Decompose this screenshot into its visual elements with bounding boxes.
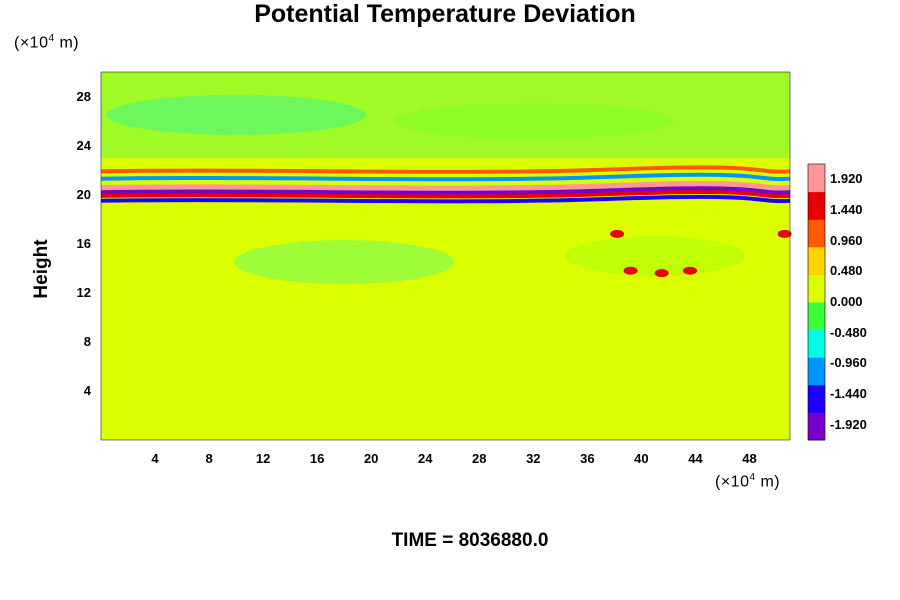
x-tick-label: 8 bbox=[205, 451, 213, 466]
x-tick-label: 40 bbox=[634, 451, 649, 466]
x-tick-label: 32 bbox=[526, 451, 541, 466]
y-unit-exponent: 4 bbox=[48, 33, 55, 44]
y-tick-label: 12 bbox=[76, 284, 91, 300]
warm-spot bbox=[683, 266, 698, 275]
warm-spot bbox=[610, 229, 625, 238]
warm-spot bbox=[623, 266, 638, 275]
colorbar-label: -1.920 bbox=[830, 416, 867, 432]
y-axis-unit: (×104 m) bbox=[14, 33, 79, 52]
mid-eddy bbox=[234, 240, 455, 285]
colorbar-segment bbox=[808, 274, 825, 303]
colorbar-segment bbox=[808, 329, 825, 358]
colorbar-segment bbox=[808, 164, 825, 193]
colorbar-label: 0.480 bbox=[830, 263, 863, 279]
x-tick-label: 36 bbox=[580, 451, 595, 466]
x-tick-label: 28 bbox=[472, 451, 487, 466]
time-annotation: TIME = 8036880.0 bbox=[391, 530, 549, 551]
colorbar-segment bbox=[808, 191, 825, 220]
colorbar-label: -0.480 bbox=[830, 324, 867, 340]
warm-spot bbox=[777, 229, 792, 238]
upper-eddy bbox=[106, 94, 367, 135]
colorbar-segment bbox=[808, 357, 825, 386]
colorbar-segment bbox=[808, 412, 825, 441]
colorbar-segment bbox=[808, 302, 825, 331]
band-line bbox=[100, 189, 791, 199]
mid-eddy bbox=[564, 236, 745, 276]
colorbar-label: 1.920 bbox=[830, 171, 863, 187]
x-tick-label: 48 bbox=[742, 451, 757, 466]
x-tick-label: 20 bbox=[363, 451, 379, 466]
upper-eddy bbox=[393, 103, 674, 140]
x-unit-exponent: 4 bbox=[749, 472, 756, 483]
colorbar-label: 0.000 bbox=[830, 294, 863, 309]
colorbar-segment bbox=[808, 384, 825, 413]
chart-title: Potential Temperature Deviation bbox=[254, 0, 636, 28]
x-unit-suffix: m) bbox=[755, 473, 781, 491]
band-line bbox=[100, 181, 791, 193]
y-tick-label: 24 bbox=[76, 137, 91, 153]
y-tick-label: 16 bbox=[76, 235, 91, 251]
x-axis-unit: (×104 m) bbox=[715, 472, 780, 491]
x-tick-label: 12 bbox=[255, 451, 271, 466]
colorbar-frame bbox=[807, 163, 826, 441]
band-line bbox=[100, 172, 791, 182]
band-line bbox=[100, 186, 791, 195]
y-tick-label: 20 bbox=[76, 186, 91, 202]
warm-spot bbox=[654, 269, 669, 278]
band-line bbox=[100, 194, 791, 204]
y-tick-label: 28 bbox=[76, 88, 91, 104]
y-unit-suffix: m) bbox=[54, 34, 80, 52]
colorbar-label: 1.440 bbox=[830, 202, 863, 217]
colorbar-label: -1.440 bbox=[830, 386, 867, 401]
plot-frame bbox=[100, 71, 791, 441]
colorbar-segment bbox=[808, 246, 825, 275]
y-unit-prefix: (×10 bbox=[14, 34, 49, 52]
colorbar-label: -0.960 bbox=[830, 355, 867, 371]
colorbar-label: 0.960 bbox=[830, 232, 863, 248]
x-tick-label: 4 bbox=[151, 451, 159, 466]
y-tick-label: 4 bbox=[83, 382, 91, 398]
x-unit-prefix: (×10 bbox=[715, 473, 750, 491]
x-tick-label: 24 bbox=[418, 451, 433, 466]
colorbar-segment bbox=[808, 219, 825, 248]
x-tick-label: 16 bbox=[309, 451, 325, 466]
band-line bbox=[100, 165, 791, 174]
y-tick-label: 8 bbox=[83, 333, 91, 349]
x-tick-label: 44 bbox=[688, 451, 703, 466]
